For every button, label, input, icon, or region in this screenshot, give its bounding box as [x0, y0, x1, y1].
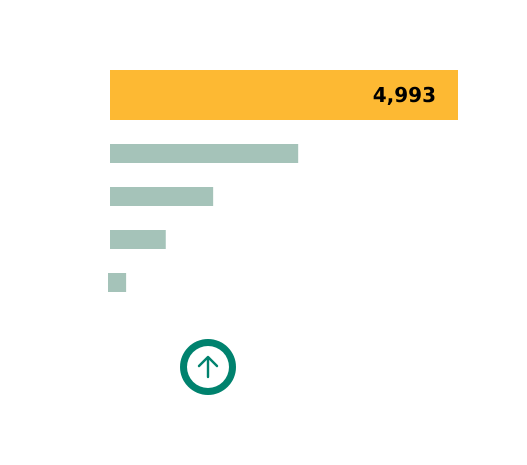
arrow-up-icon — [197, 355, 219, 379]
bar-3 — [110, 187, 214, 206]
bar-5 — [108, 273, 127, 292]
bar-2 — [110, 144, 299, 163]
scroll-to-top-button[interactable] — [180, 339, 236, 395]
bar-4 — [110, 230, 166, 249]
bar-chart: 4,993 — [108, 70, 458, 292]
bar-1 — [110, 70, 458, 120]
bar-value-label: 4,993 — [373, 83, 436, 107]
